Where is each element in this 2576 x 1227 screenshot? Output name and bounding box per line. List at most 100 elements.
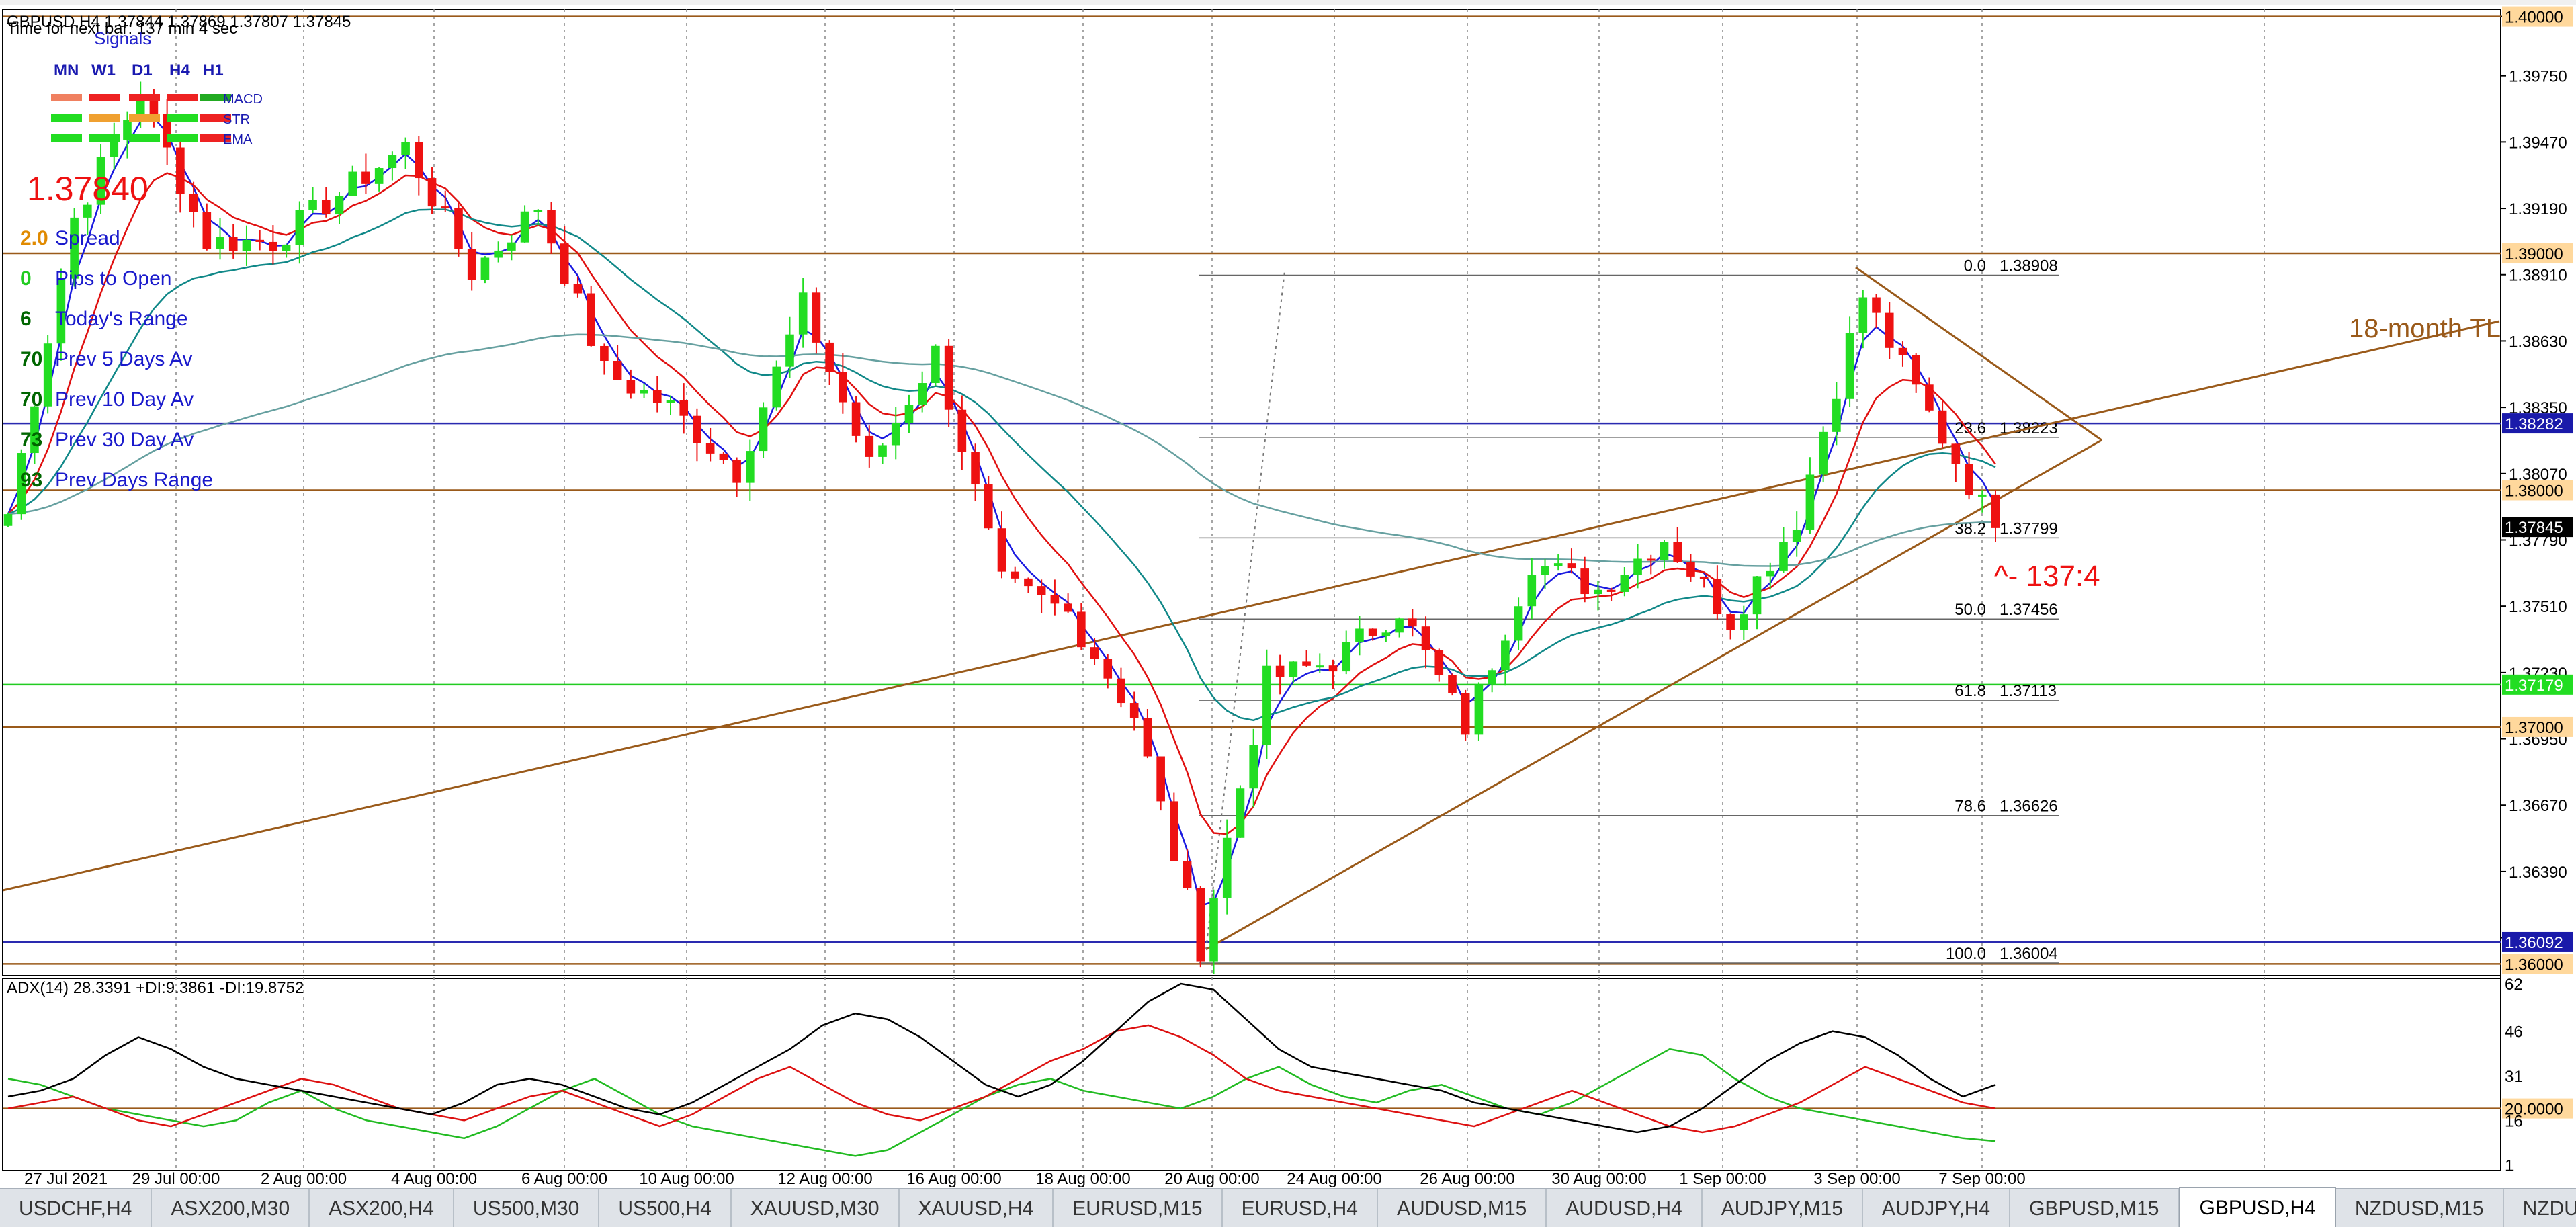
price-tick-label: 1.39750 — [2509, 68, 2567, 86]
chart-tab[interactable]: GBPUSD,M15 — [2010, 1189, 2180, 1227]
chart-tab[interactable]: ASX200,M30 — [152, 1189, 310, 1227]
candle-body — [43, 343, 52, 407]
candle-body — [1766, 570, 1775, 577]
candle-body — [1461, 693, 1470, 735]
candle-body — [282, 245, 291, 251]
chart-tab[interactable]: US500,H4 — [599, 1189, 732, 1227]
info-label: Prev 10 Day Av — [55, 388, 194, 411]
adx-tick-label: 62 — [2505, 976, 2523, 994]
symbol-header: GBPUSD,H4 1.37844 1.37869 1.37807 1.3784… — [7, 13, 351, 31]
candlesticks — [3, 81, 2000, 974]
price-tick-label: 1.39470 — [2509, 134, 2567, 152]
18-month-trendline[interactable] — [2, 320, 2500, 892]
candle-body — [1408, 618, 1417, 627]
price-axis[interactable]: 1.40000 1.39750 1.39470 1.39190 1.38910 1.386… — [2501, 9, 2567, 948]
candle-body — [189, 194, 198, 212]
candle-body — [1805, 474, 1815, 530]
chart-tab[interactable]: XAUUSD,M30 — [732, 1189, 900, 1227]
candle-body — [295, 210, 304, 245]
chart-tab[interactable]: AUDJPY,M15 — [1703, 1189, 1863, 1227]
candle-body — [746, 451, 755, 483]
candle-body — [547, 210, 556, 244]
candle-body — [1567, 563, 1576, 569]
candle-body — [1965, 464, 1973, 495]
candle-body — [1381, 632, 1391, 636]
candle-body — [1938, 410, 1947, 444]
candle-body — [587, 293, 595, 346]
candle-body — [1156, 756, 1165, 802]
chart-tab[interactable]: AUDUSD,M15 — [1378, 1189, 1547, 1227]
chart-tab[interactable]: ASX200,H4 — [310, 1189, 454, 1227]
time-axis[interactable]: 27 Jul 2021 29 Jul 00:00 2 Aug 00:00 4 Aug … — [24, 1170, 2026, 1188]
fib-level-percent: 50.0 — [1955, 601, 1986, 619]
candle-body — [1633, 558, 1642, 575]
candle-body — [719, 453, 728, 460]
candle-body — [96, 157, 105, 205]
candle-body — [427, 178, 437, 207]
candle-body — [944, 345, 953, 410]
time-tick-label: 27 Jul 2021 — [24, 1170, 108, 1188]
signal-dash — [129, 114, 160, 122]
candle-body — [1779, 542, 1788, 571]
price-badge — [2502, 517, 2573, 538]
candle-body — [17, 453, 26, 515]
candle-body — [1448, 675, 1457, 693]
price-badge — [2502, 931, 2573, 952]
candle-body — [878, 445, 887, 457]
candle-body — [1792, 530, 1801, 542]
fibonacci-retracement[interactable]: 0.01.3890823.61.3822338.21.3779950.01.37… — [1199, 257, 2059, 964]
info-label: Prev Days Range — [55, 469, 213, 491]
chart-tab[interactable]: AUDJPY,H4 — [1863, 1189, 2011, 1227]
candle-body — [732, 460, 741, 483]
price-chart[interactable]: 0.01.3890823.61.3822338.21.3779950.01.37… — [0, 0, 2576, 1188]
candle-body — [441, 206, 450, 209]
chart-tab[interactable]: NZDUSD,M15 — [2336, 1189, 2504, 1227]
signal-price: 1.37840 — [27, 170, 148, 208]
candle-body — [1302, 661, 1311, 666]
signal-dash — [167, 134, 198, 142]
candle-body — [321, 200, 331, 215]
signals-panel: Signals MN W1 D1 H4 H1 MACD STR EMA 1.37840 — [27, 28, 263, 208]
info-value: 70 — [20, 348, 42, 370]
info-label: Prev 30 Day Av — [55, 429, 194, 451]
time-tick-label: 10 Aug 00:00 — [639, 1170, 734, 1188]
chart-tab[interactable]: US500,M30 — [454, 1189, 600, 1227]
candle-body — [1077, 611, 1086, 648]
rising-support-trendline[interactable] — [1205, 439, 2102, 951]
candle-body — [1395, 618, 1404, 633]
candle-body — [560, 243, 569, 284]
price-badge — [2502, 716, 2573, 737]
candle-body — [1726, 614, 1735, 630]
info-value: 73 — [20, 429, 42, 451]
adx-header: ADX(14) 28.3391 +DI:9.3861 -DI:19.8752 — [7, 979, 304, 997]
top-scroll-strip[interactable] — [0, 0, 2576, 5]
trendlines[interactable] — [2, 266, 2500, 951]
candle-body — [1037, 586, 1046, 595]
candle-body — [507, 242, 516, 251]
price-badge-label: 1.38000 — [2505, 482, 2563, 500]
chart-tab[interactable]: XAUUSD,H4 — [900, 1189, 1054, 1227]
price-tick-label: 1.38910 — [2509, 267, 2567, 285]
candle-body — [1222, 837, 1232, 898]
candle-body — [825, 342, 834, 372]
candle-body — [30, 406, 39, 454]
chart-tab[interactable]: NZDUSD,H4 — [2504, 1189, 2576, 1227]
falling-resistance-trendline[interactable] — [1855, 266, 2102, 441]
trendline-label: 18-month TL — [2349, 314, 2501, 343]
info-value: 0 — [20, 267, 32, 290]
time-tick-label: 29 Jul 00:00 — [132, 1170, 220, 1188]
signal-timeframe-label: D1 — [132, 61, 153, 79]
chart-tab[interactable]: AUDUSD,H4 — [1547, 1189, 1703, 1227]
candle-body — [1289, 661, 1298, 677]
adx-line — [7, 982, 1996, 1134]
candle-body — [1421, 626, 1430, 650]
candle-body — [1845, 333, 1854, 399]
candle-body — [640, 390, 648, 394]
chart-tab[interactable]: EURUSD,M15 — [1054, 1189, 1223, 1227]
chart-tab[interactable]: GBPUSD,H4 — [2179, 1187, 2336, 1227]
candle-body — [56, 278, 66, 344]
signal-dash — [167, 114, 198, 122]
candle-body — [202, 212, 212, 249]
chart-tab[interactable]: USDCHF,H4 — [0, 1189, 153, 1227]
chart-tab[interactable]: EURUSD,H4 — [1223, 1189, 1378, 1227]
